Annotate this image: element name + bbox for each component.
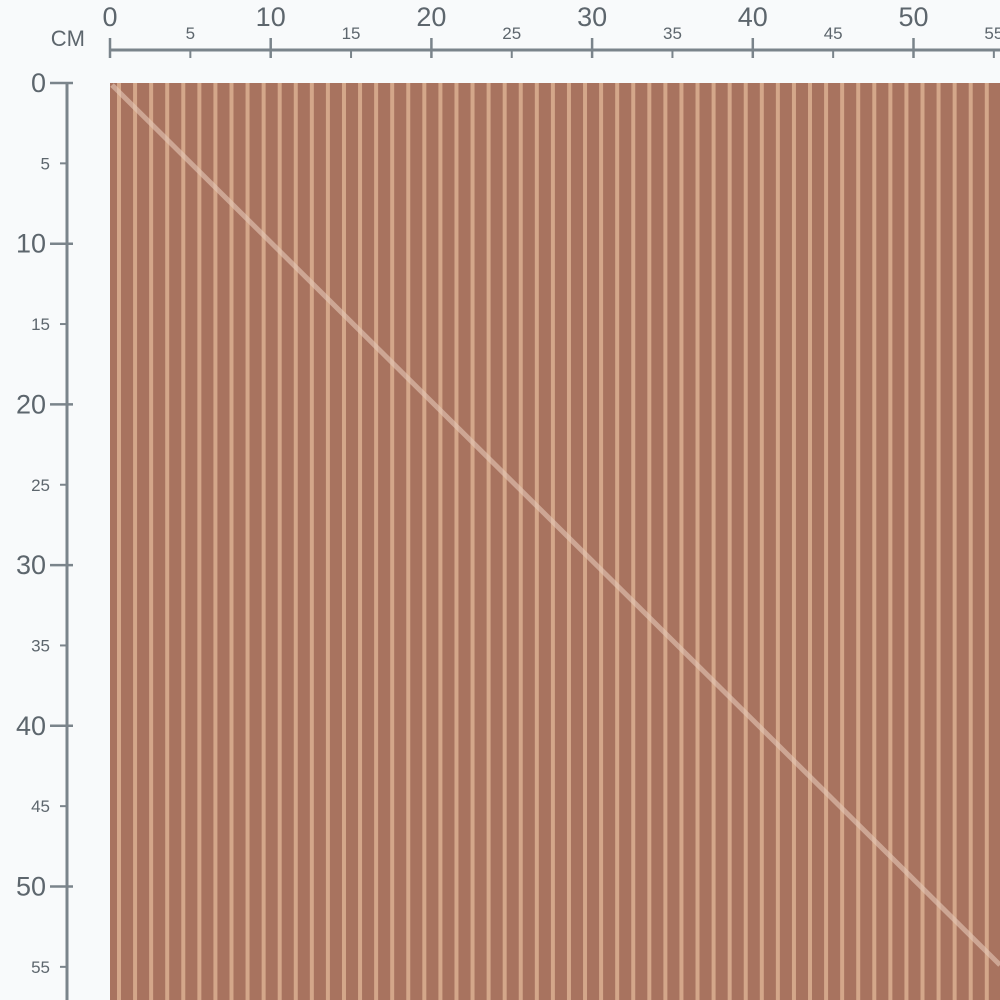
pinstripe [277,83,282,1000]
pinstripe [615,83,620,1000]
pinstripe [197,83,202,1000]
top-minor-label: 55 [984,24,1000,43]
left-major-label: 10 [16,229,46,259]
pinstripe [374,83,379,1000]
fabric-base [110,83,1000,1000]
top-major-label: 0 [102,2,117,32]
pinstripe [904,83,909,1000]
pinstripe [165,83,170,1000]
left-major-label: 20 [16,389,46,419]
pinstripe [566,83,571,1000]
pinstripe [663,83,668,1000]
pinstripe [117,83,121,1000]
pinstripe [341,83,346,1000]
pinstripe [133,83,138,1000]
left-minor-label: 25 [31,476,50,495]
top-major-label: 30 [577,2,607,32]
pinstripe [936,83,941,1000]
pinstripe [727,83,732,1000]
left-major-label: 30 [16,550,46,580]
pinstripe [679,83,684,1000]
pinstripe [920,83,925,1000]
pinstripe [984,83,989,1000]
left-major-label: 0 [31,68,46,98]
fabric-swatch [110,83,1000,1000]
top-minor-label: 35 [663,24,682,43]
pinstripe [293,83,298,1000]
pinstripe [856,83,861,1000]
pinstripe [824,83,829,1000]
pinstripe [358,83,363,1000]
left-major-label: 50 [16,872,46,902]
pinstripe [631,83,636,1000]
pinstripe [647,83,652,1000]
pinstripe [390,83,395,1000]
top-major-label: 50 [898,2,928,32]
pinstripe [952,83,957,1000]
pinstripe [486,83,491,1000]
pinstripe [309,83,314,1000]
pinstripe [743,83,748,1000]
left-minor-label: 55 [31,958,50,977]
left-ruler: 0 10 20 30 40 50 5 15 25 35 45 55 [16,68,73,1000]
pinstripe [406,83,411,1000]
pinstripe [872,83,877,1000]
left-minor-label: 5 [41,154,50,173]
pinstripe [534,83,539,1000]
pinstripe [422,83,427,1000]
pinstripe [149,83,154,1000]
pinstripe [968,83,973,1000]
top-minor-label: 15 [342,24,361,43]
left-major-label: 40 [16,711,46,741]
pinstripe [550,83,555,1000]
pinstripe [325,83,330,1000]
pinstripe [213,83,218,1000]
pinstripe [438,83,443,1000]
top-major-label: 20 [416,2,446,32]
top-ruler: 0 10 20 30 40 50 5 15 25 35 45 55 [102,2,1000,58]
top-minor-label: 45 [824,24,843,43]
pinstripe [583,83,588,1000]
left-minor-label: 45 [31,797,50,816]
pinstripe [775,83,780,1000]
left-minor-label: 15 [31,315,50,334]
pinstripe [791,83,796,1000]
top-major-label: 40 [738,2,768,32]
pinstripe [245,83,250,1000]
pinstripe [808,83,813,1000]
diagonal-highlight [110,83,1000,967]
pinstripe [711,83,716,1000]
pinstripe [470,83,475,1000]
pinstripe [454,83,459,1000]
unit-label: CM [51,26,85,51]
left-minor-label: 35 [31,636,50,655]
pinstripe [181,83,186,1000]
pinstripe [229,83,234,1000]
pinstripe [261,83,266,1000]
pinstripe [502,83,507,1000]
pinstripe [759,83,764,1000]
top-minor-label: 25 [502,24,521,43]
pinstripe [888,83,893,1000]
top-major-label: 10 [256,2,286,32]
pinstripe [599,83,604,1000]
top-minor-label: 5 [186,24,195,43]
pinstripe [695,83,700,1000]
pinstripe [518,83,523,1000]
pinstripe [840,83,845,1000]
